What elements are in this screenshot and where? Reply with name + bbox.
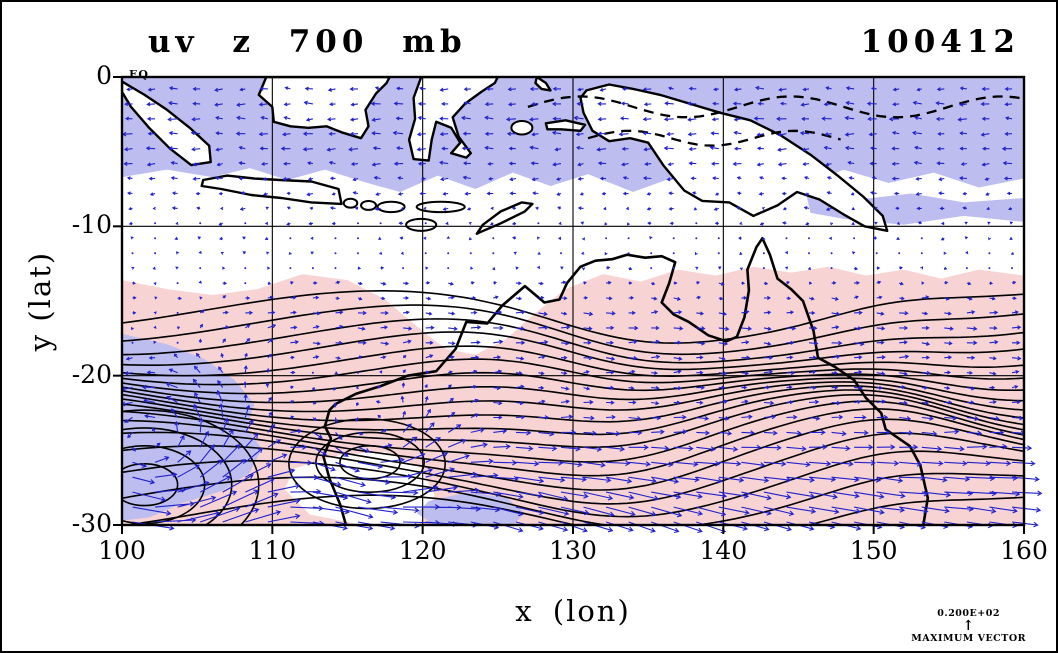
contour-layer [122,95,1024,525]
x-axis-label: x (lon) [515,594,631,628]
axes-layer [113,75,1026,534]
x-tick-label: 160 [1000,536,1048,565]
x-tick-label: 140 [699,536,748,565]
x-tick-label: 110 [248,536,297,565]
wind-arrows [120,85,1043,534]
x-tick-label: 100 [98,536,146,565]
y-axis-label: y (lat) [23,250,57,352]
wind-vector-layer [120,85,1043,534]
coastline-layer [122,77,930,525]
chart-title: uv z 700 mb [148,24,467,60]
y-tick-label: 0 [96,61,112,90]
max-vector-value: 0.200E+02 [937,608,1000,620]
y-tick-label: -10 [71,210,112,240]
max-vector-arrow-icon: ↑ [962,618,975,635]
x-tick-label: 120 [398,536,447,565]
y-tick-label: -30 [71,509,112,538]
x-tick-label: 130 [549,536,597,565]
x-tick-label: 150 [849,536,898,565]
max-vector-label: MAXIMUM VECTOR [911,633,1026,645]
equator-label: EQ [129,68,149,81]
max-vector-legend: 0.200E+02 ↑ MAXIMUM VECTOR [911,608,1026,645]
y-tick-label: -20 [71,359,112,389]
chart-date: 100412 [860,24,1020,60]
